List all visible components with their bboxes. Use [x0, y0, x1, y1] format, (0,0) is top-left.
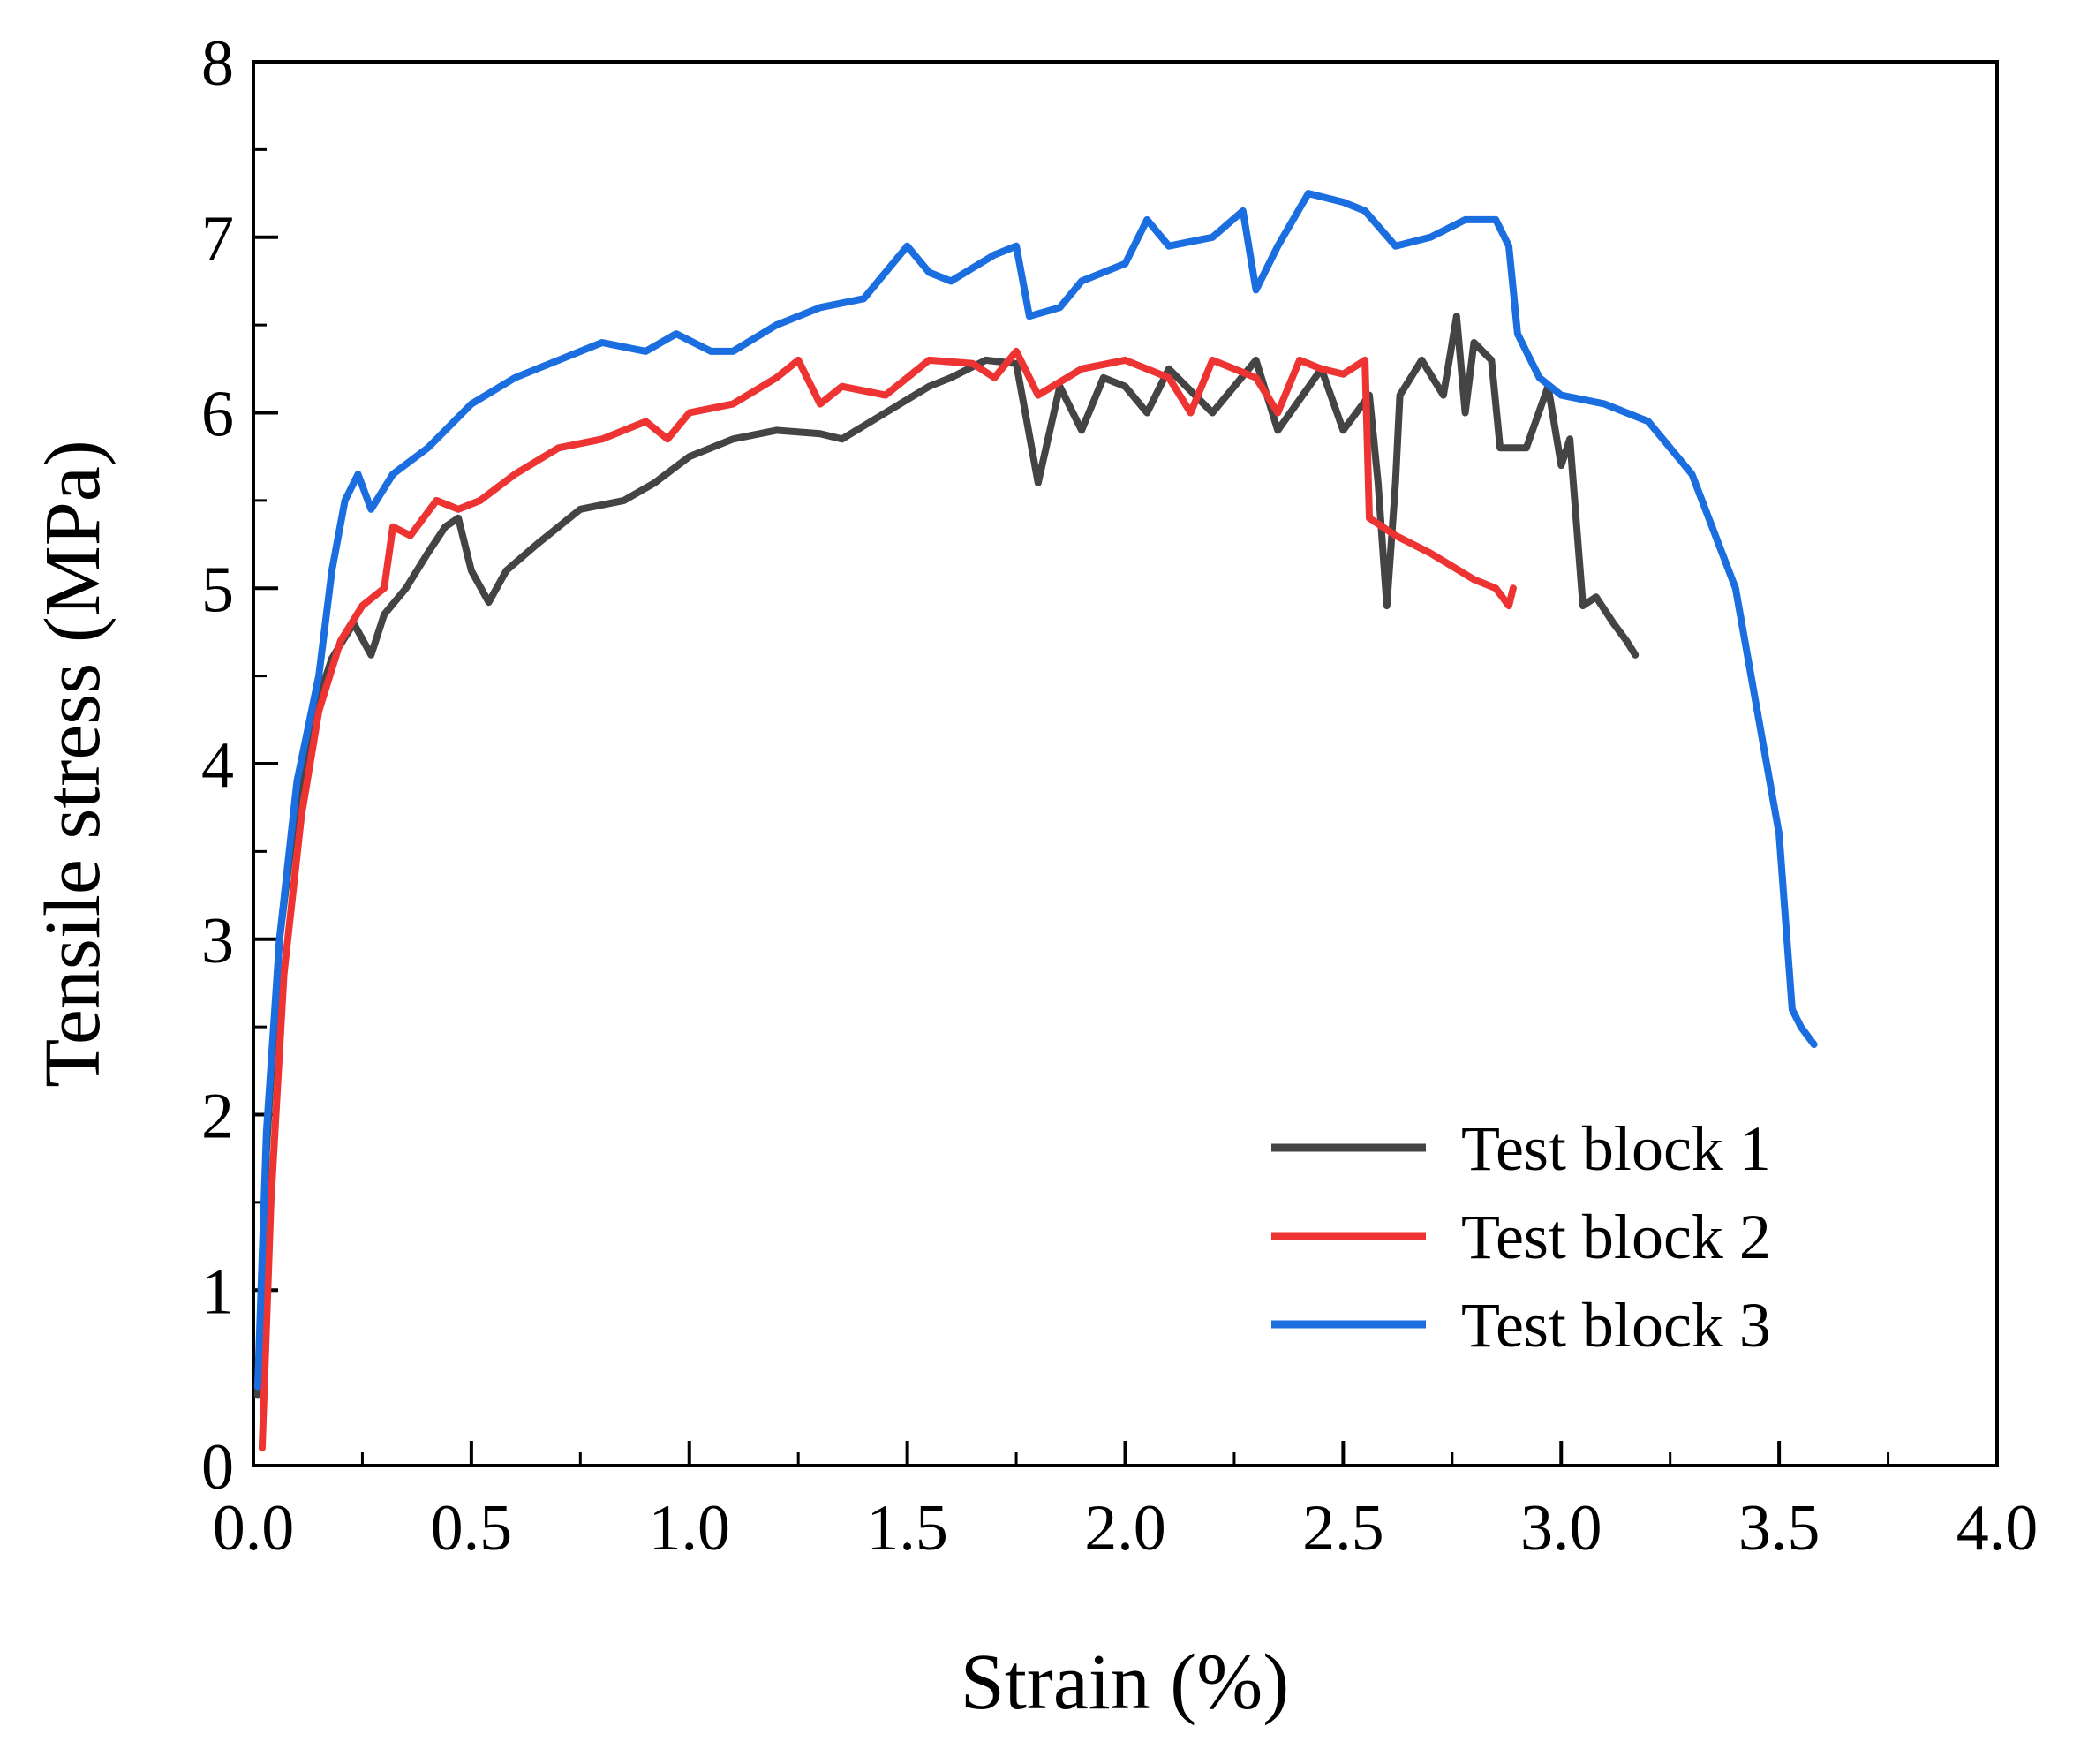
y-tick-label: 7 — [201, 203, 234, 275]
y-tick-label: 4 — [201, 729, 234, 802]
x-tick-label: 2.0 — [1084, 1492, 1166, 1564]
y-tick-label: 5 — [201, 554, 234, 626]
x-tick-label: 0.5 — [431, 1492, 513, 1564]
legend-label-1: Test block 1 — [1461, 1113, 1771, 1184]
x-tick-label: 4.0 — [1956, 1492, 2039, 1564]
x-tick-label: 1.0 — [649, 1492, 731, 1564]
x-tick-label: 3.0 — [1520, 1492, 1602, 1564]
x-tick-label: 1.5 — [866, 1492, 948, 1564]
series-line-3 — [253, 190, 1818, 1391]
series-line-2 — [258, 347, 1517, 1452]
y-tick-label: 8 — [201, 27, 234, 100]
x-tick-label: 0.0 — [213, 1492, 295, 1564]
series-line-1 — [253, 313, 1640, 1399]
series-layer — [253, 190, 1818, 1452]
x-axis: 0.0 0.5 1.0 1.5 2.0 2.5 3.0 3.5 4.0 — [213, 1441, 2039, 1564]
legend-label-2: Test block 2 — [1461, 1202, 1771, 1272]
y-tick-label: 3 — [201, 905, 234, 977]
legend: Test block 1 Test block 2 Test block 3 — [1271, 1113, 1771, 1361]
x-tick-label: 2.5 — [1302, 1492, 1384, 1564]
y-axis-title: Tensile stress (MPa) — [29, 440, 117, 1088]
legend-label-3: Test block 3 — [1461, 1290, 1771, 1361]
y-tick-label: 1 — [201, 1255, 234, 1328]
y-axis: 0 1 2 3 4 5 6 7 8 — [201, 27, 278, 1504]
y-tick-label: 0 — [201, 1431, 234, 1504]
x-tick-label: 3.5 — [1738, 1492, 1820, 1564]
y-tick-label: 2 — [201, 1081, 234, 1153]
y-tick-label: 6 — [201, 379, 234, 451]
x-axis-title: Strain (%) — [961, 1639, 1289, 1726]
